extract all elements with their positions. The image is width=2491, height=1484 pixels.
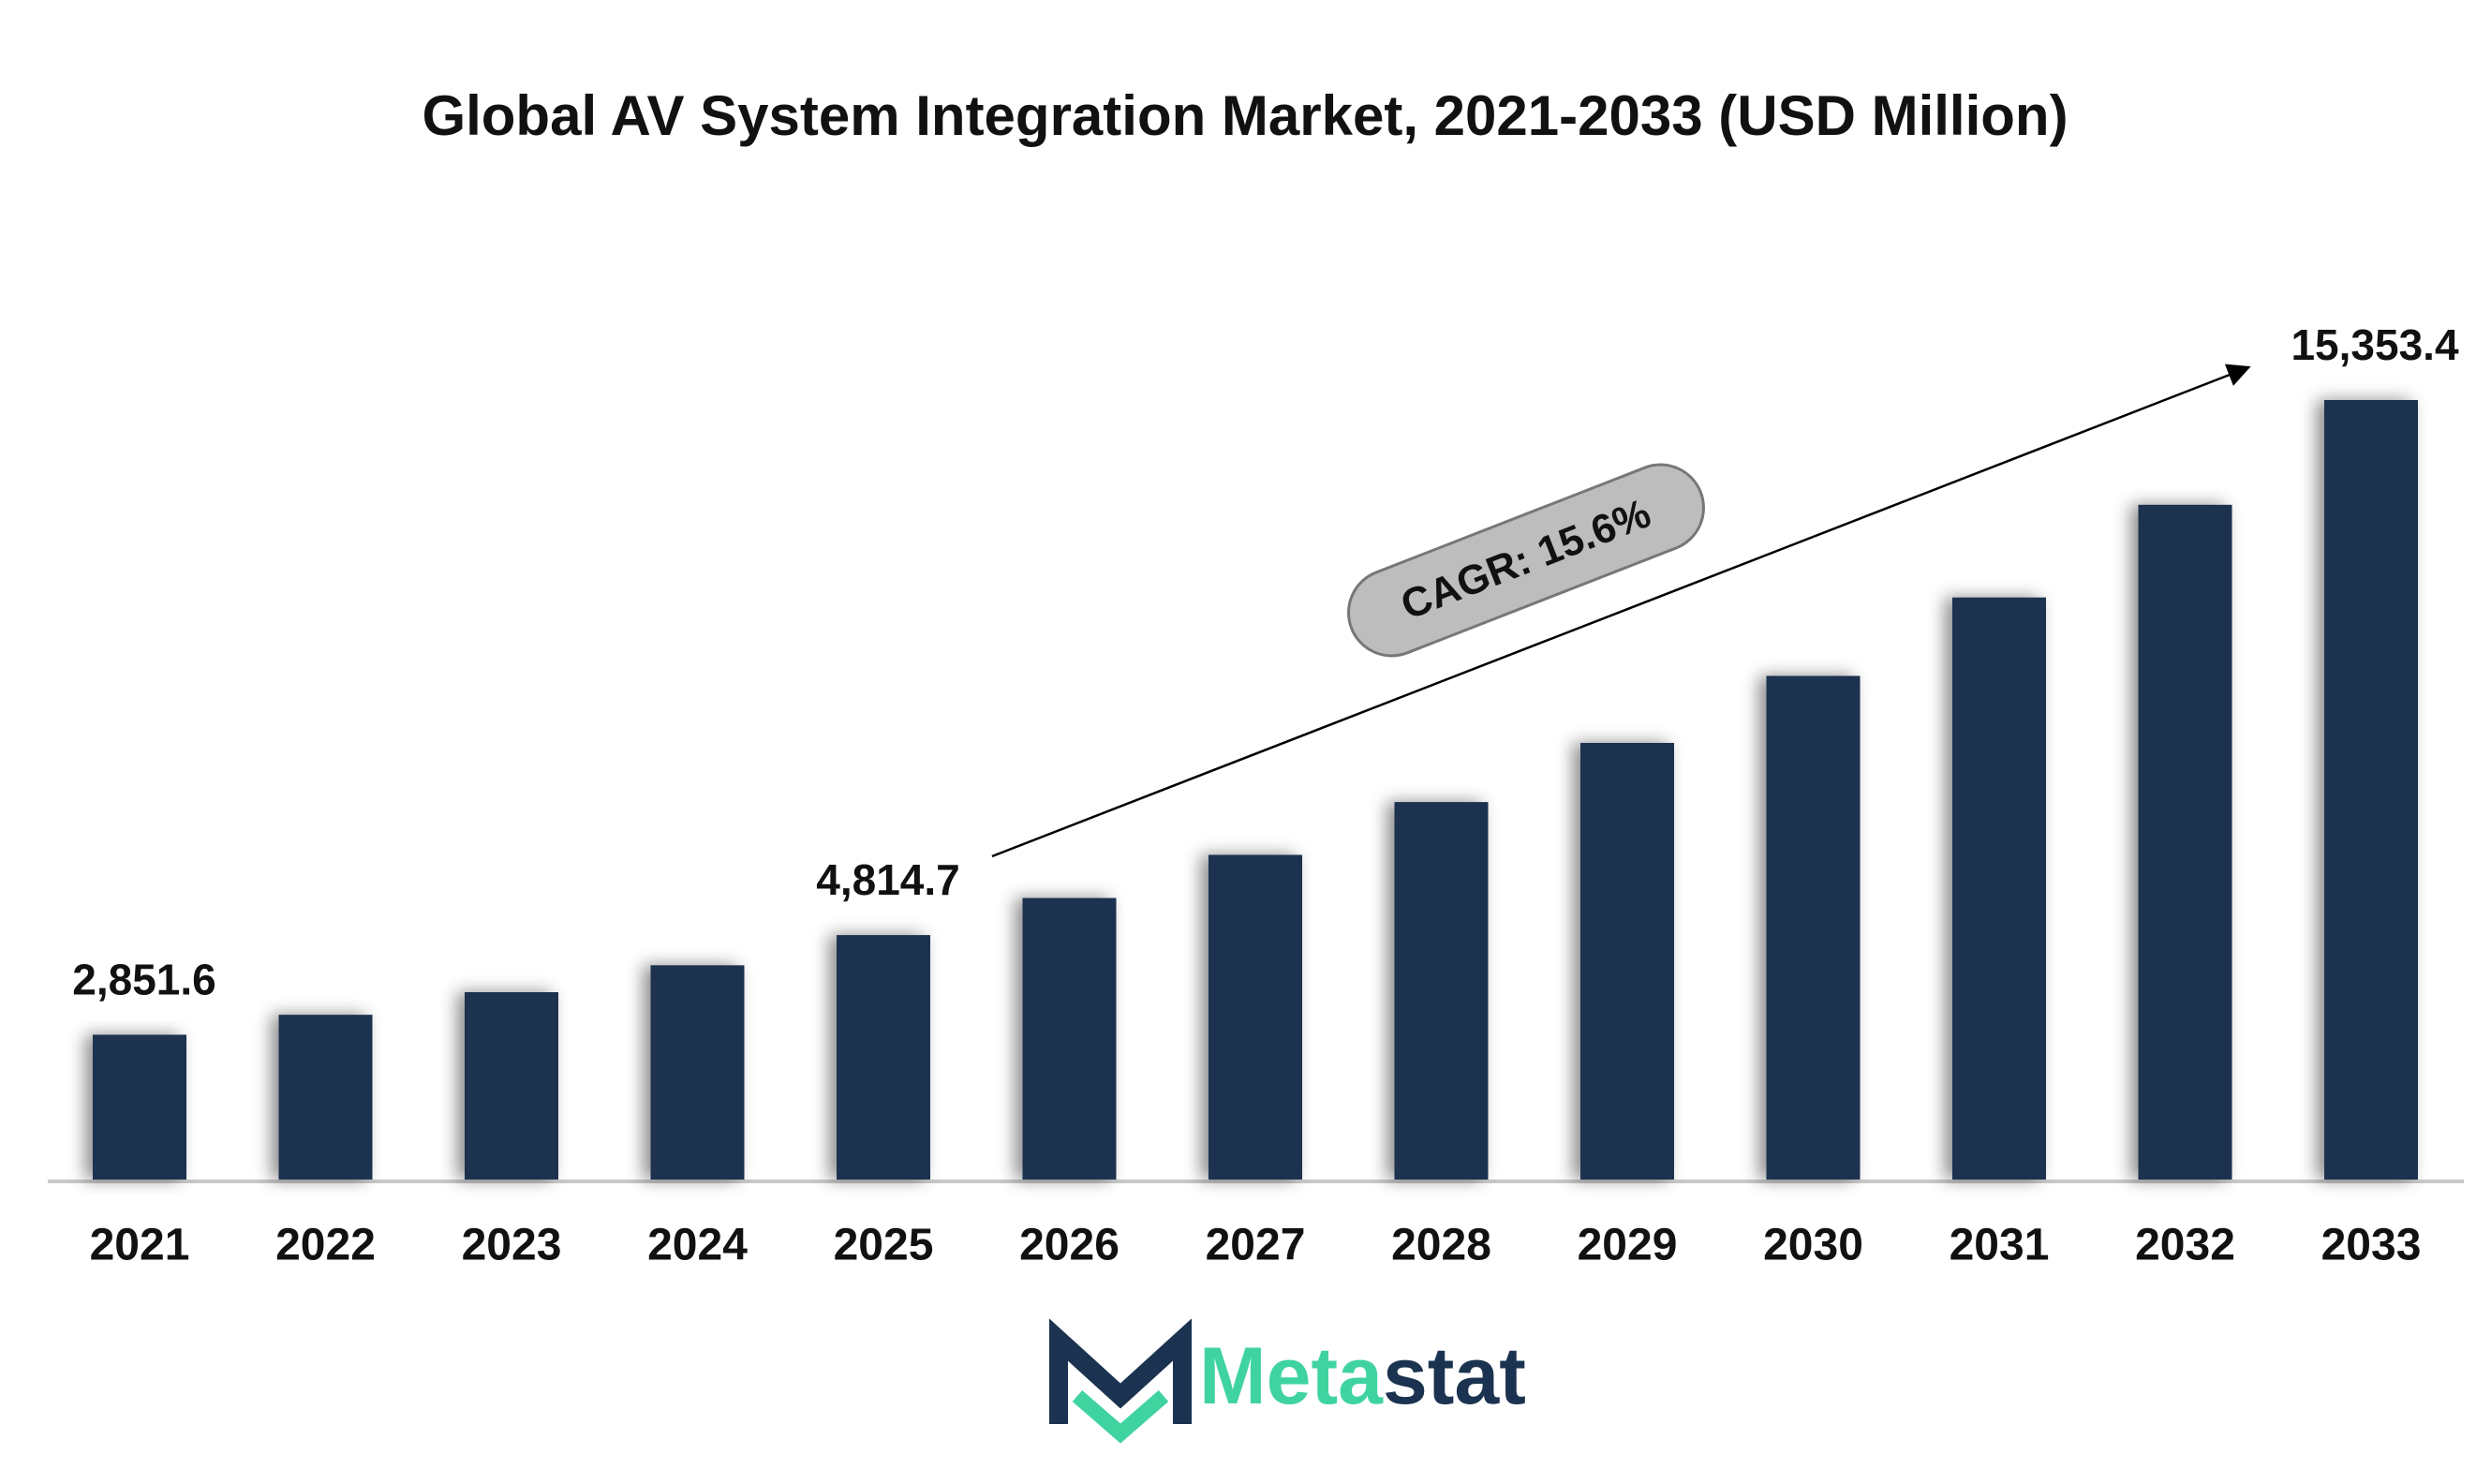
cagr-arrow — [991, 364, 2251, 858]
bar — [2324, 400, 2418, 1180]
bar — [650, 965, 745, 1180]
chart-title: Global AV System Integration Market, 202… — [422, 84, 2068, 147]
x-tick-label: 2026 — [1019, 1221, 1119, 1270]
bar — [93, 1034, 186, 1180]
x-tick-label: 2024 — [647, 1221, 748, 1270]
value-label: 15,353.4 — [2291, 320, 2458, 369]
bar — [1208, 854, 1302, 1180]
bar — [2138, 504, 2232, 1180]
bars — [93, 400, 2418, 1180]
bar — [1952, 597, 2046, 1180]
bar — [837, 935, 930, 1180]
logo: Metastat — [1049, 1318, 1526, 1444]
logo-icon — [1049, 1318, 1192, 1424]
cagr-pill — [1347, 463, 1705, 658]
x-tick-label: 2029 — [1578, 1221, 1678, 1270]
x-tick-label: 2031 — [1950, 1221, 2050, 1270]
bar — [1394, 802, 1489, 1180]
bar — [278, 1015, 373, 1180]
x-tick-label: 2025 — [834, 1221, 934, 1270]
cagr-badge: CAGR: 15.6% — [1347, 463, 1705, 658]
logo-text: Metastat — [1199, 1331, 1526, 1421]
x-tick-label: 2023 — [462, 1221, 562, 1270]
x-tick-label: 2028 — [1391, 1221, 1491, 1270]
x-tick-label: 2027 — [1206, 1221, 1306, 1270]
x-tick-label: 2032 — [2135, 1221, 2235, 1270]
bar — [465, 992, 558, 1180]
x-tick-label: 2021 — [90, 1221, 190, 1270]
value-label: 2,851.6 — [72, 956, 215, 1004]
logo-text-first: Meta — [1199, 1331, 1384, 1421]
value-label: 4,814.7 — [816, 855, 959, 904]
logo-icon-accent — [1072, 1389, 1169, 1444]
bar — [1580, 742, 1674, 1180]
logo-text-second: stat — [1383, 1331, 1526, 1421]
x-tick-label: 2030 — [1763, 1221, 1863, 1270]
x-tick-label: 2033 — [2321, 1221, 2422, 1270]
x-tick-label: 2022 — [275, 1221, 376, 1270]
bar — [1766, 675, 1861, 1180]
bar — [1022, 898, 1117, 1180]
